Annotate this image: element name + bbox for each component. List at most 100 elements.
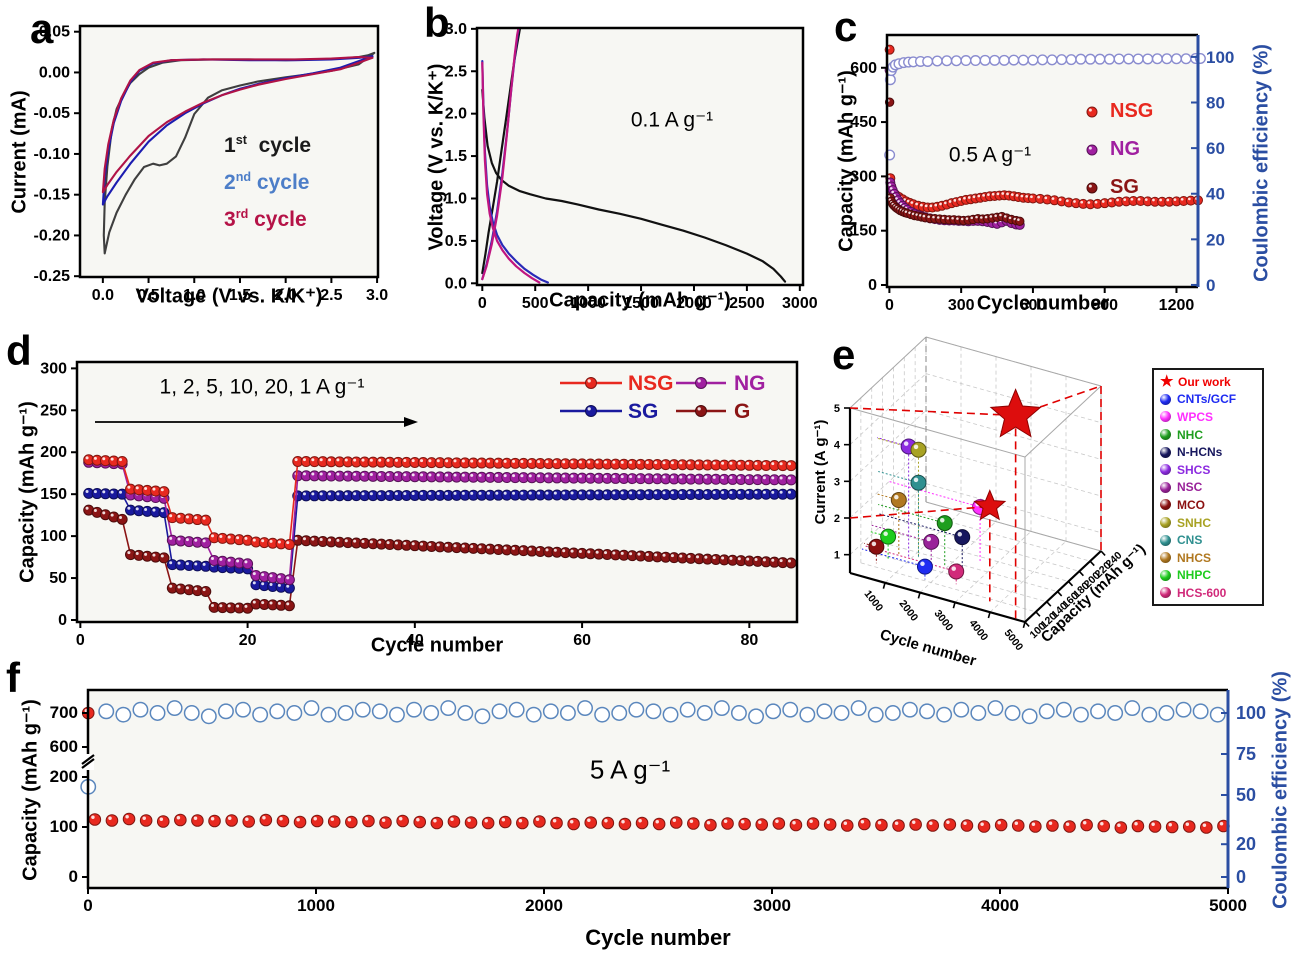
panel-c-legend-ng: NG (1110, 138, 1140, 160)
svg-text:-0.10: -0.10 (34, 146, 71, 163)
svg-text:2.0: 2.0 (275, 287, 297, 304)
svg-text:-0.25: -0.25 (34, 268, 71, 285)
panel-e-letter: e (832, 331, 856, 378)
panel-a-ylabel: Current (mA) (8, 90, 31, 214)
svg-text:1200: 1200 (1159, 297, 1195, 314)
svg-text:2: 2 (834, 513, 840, 525)
panel-b-rate-annotation: 0.1 A g⁻¹ (630, 108, 714, 132)
panel-a-legend-2nd: 2nd cycle (224, 170, 310, 194)
svg-text:100: 100 (1206, 48, 1234, 67)
svg-text:50: 50 (1236, 785, 1256, 805)
panel-d-rates-annotation: 1, 2, 5, 10, 20, 1 A g⁻¹ (159, 375, 365, 399)
svg-text:100: 100 (1236, 703, 1266, 723)
sphere-icon (1160, 587, 1171, 599)
panel-b-ylabel: Voltage (V vs. K/K⁺) (425, 63, 448, 251)
panel-d-plot: 0 20 40 60 80 0 50 100 150 200 250 300 (40, 360, 799, 649)
sphere-icon (1160, 552, 1171, 564)
svg-text:80: 80 (1206, 94, 1225, 113)
svg-text:300: 300 (850, 168, 877, 185)
panel-a-legend-3rd: 3rd cycle (224, 207, 307, 231)
star-icon: ★ (1160, 373, 1174, 391)
svg-text:1000: 1000 (570, 295, 606, 312)
panel-c-rate-annotation: 0.5 A g⁻¹ (948, 143, 1032, 167)
svg-text:1: 1 (834, 550, 840, 562)
panel-f-rate-annotation: 5 A g⁻¹ (589, 754, 671, 785)
svg-text:150: 150 (850, 223, 877, 240)
sphere-icon (1160, 446, 1171, 458)
svg-text:50: 50 (49, 570, 67, 587)
svg-text:2.5: 2.5 (320, 287, 342, 304)
legend-item-nhc: NHC (1160, 426, 1262, 444)
series-discharge-3rd (481, 61, 541, 284)
panel-f-letter: f (6, 654, 20, 701)
svg-text:40: 40 (406, 632, 424, 649)
svg-text:600: 600 (1020, 297, 1047, 314)
svg-text:3000: 3000 (782, 295, 818, 312)
series-discharge-1st (481, 88, 787, 283)
series-sg (884, 97, 1025, 226)
svg-text:60: 60 (1206, 139, 1225, 158)
svg-text:1.5: 1.5 (445, 148, 467, 165)
svg-text:75: 75 (1236, 744, 1256, 764)
svg-text:2500: 2500 (729, 295, 765, 312)
svg-text:5000: 5000 (1001, 627, 1025, 653)
svg-text:0.00: 0.00 (39, 64, 70, 81)
sphere-icon (1160, 569, 1171, 581)
sphere-icon (1160, 429, 1171, 441)
svg-text:100: 100 (40, 528, 67, 545)
svg-text:0: 0 (478, 295, 487, 312)
legend-item-shcs: SHCS (1160, 461, 1262, 479)
panel-c-legend-nsg: NSG (1110, 100, 1154, 122)
svg-text:2.5: 2.5 (445, 63, 467, 80)
svg-text:250: 250 (40, 402, 67, 419)
sphere-icon (1160, 499, 1171, 511)
legend-item-cnts-gcf: CNTs/GCF (1160, 391, 1262, 409)
panel-d-legend-nsg: NSG (628, 372, 674, 395)
svg-text:1.0: 1.0 (445, 190, 467, 207)
svg-text:0: 0 (69, 867, 78, 886)
panel-b-plot: 0 500 1000 1500 2000 2500 3000 0.0 0.5 1.0 1.5 2.0 2… (445, 21, 818, 312)
svg-text:1.0: 1.0 (183, 287, 205, 304)
svg-text:0: 0 (58, 612, 67, 629)
panel-e-legend: ★ Our work CNTs/GCF WPCS NHC N-HCNs SHCS … (1152, 368, 1264, 606)
svg-text:700: 700 (50, 703, 78, 722)
legend-item-mco: MCO (1160, 496, 1262, 514)
svg-text:20: 20 (239, 632, 257, 649)
svg-text:80: 80 (740, 632, 758, 649)
series-charge-3rd (481, 27, 520, 281)
svg-text:0: 0 (868, 277, 877, 294)
svg-text:4000: 4000 (981, 896, 1019, 915)
panel-b-xlabel: Capacity (mAh g⁻¹) (549, 289, 731, 312)
series-sg (83, 487, 797, 594)
svg-text:0: 0 (1206, 276, 1215, 295)
panel-d-legend-g: G (734, 400, 751, 423)
svg-text:900: 900 (1091, 297, 1118, 314)
svg-text:0: 0 (1236, 867, 1246, 887)
panel-f-y2label: Coulombic efficiency (%) (1269, 671, 1292, 909)
panel-d-letter: d (6, 327, 32, 374)
sphere-icon (1160, 481, 1171, 493)
panel-a-legend-1st: 1st cycle (224, 133, 312, 157)
svg-text:0.0: 0.0 (92, 287, 114, 304)
sphere-icon (1160, 393, 1171, 405)
svg-text:100: 100 (50, 817, 78, 836)
svg-text:5000: 5000 (1209, 896, 1247, 915)
svg-text:500: 500 (522, 295, 549, 312)
sphere-icon (1160, 411, 1171, 423)
svg-text:150: 150 (40, 486, 67, 503)
legend-item-cns: CNS (1160, 531, 1262, 549)
legend-item-nsc: NSC (1160, 479, 1262, 497)
svg-text:20: 20 (1236, 834, 1256, 854)
series-3rd-cycle (101, 55, 374, 194)
svg-text:600: 600 (50, 737, 78, 756)
panel-a-plot: 0.0 0.5 1.0 1.5 2.0 2.5 3.0 0.05 0.00 -0.05 -0.10 -… (34, 24, 389, 304)
svg-text:1.5: 1.5 (229, 287, 251, 304)
svg-text:3000: 3000 (753, 896, 791, 915)
svg-text:0.5: 0.5 (445, 233, 467, 250)
svg-text:3: 3 (834, 476, 840, 488)
panel-f-plot: 0 1000 2000 3000 4000 5000 0 100 200 600 700 0 20 50 7… (50, 688, 1266, 915)
series-capacity (81, 706, 1230, 834)
svg-text:3.0: 3.0 (366, 287, 388, 304)
